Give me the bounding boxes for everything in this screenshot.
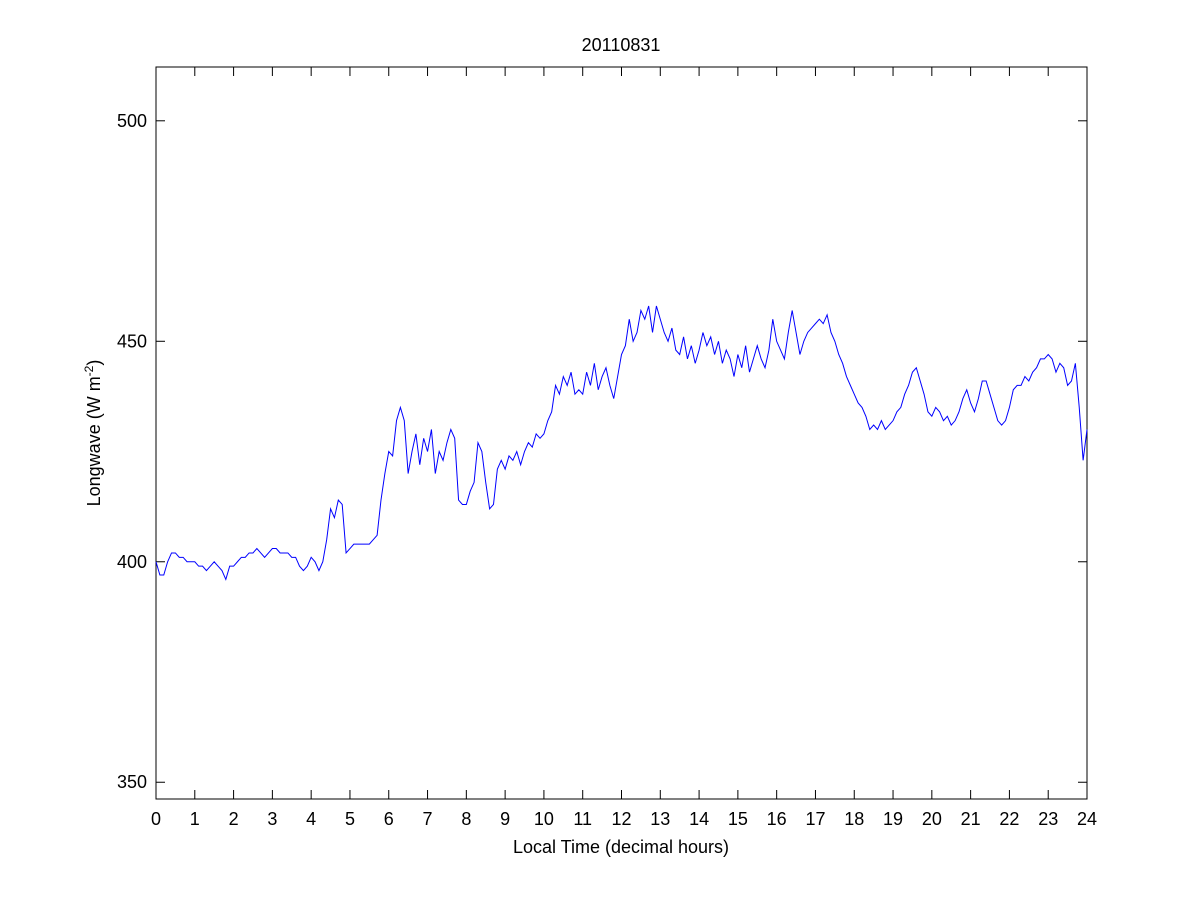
x-tick-label: 21 — [961, 809, 981, 829]
x-tick-label: 11 — [573, 809, 592, 829]
chart-title: 20110831 — [582, 35, 661, 55]
plot-frame — [155, 66, 1088, 800]
x-tick-label: 7 — [423, 809, 433, 829]
x-tick-label: 12 — [611, 809, 631, 829]
x-tick-label: 6 — [384, 809, 394, 829]
x-tick-label: 16 — [767, 809, 787, 829]
x-tick-label: 24 — [1077, 809, 1097, 829]
x-tick-label: 23 — [1038, 809, 1058, 829]
x-tick-label: 4 — [306, 809, 316, 829]
x-axis-label: Local Time (decimal hours) — [513, 837, 729, 857]
data-line — [155, 305, 1088, 581]
y-label-text-end: ) — [84, 360, 104, 366]
x-tick-label: 5 — [345, 809, 355, 829]
y-label-superscript: -2 — [82, 365, 96, 376]
x-tick-label: 9 — [500, 809, 510, 829]
x-tick-label: 0 — [151, 809, 161, 829]
x-tick-label: 2 — [229, 809, 239, 829]
y-tick-label: 500 — [117, 111, 147, 131]
x-tick-label: 3 — [267, 809, 277, 829]
y-tick-label: 350 — [117, 772, 147, 792]
x-tick-label: 1 — [190, 809, 200, 829]
y-tick-label: 450 — [117, 331, 147, 351]
x-tick-label: 13 — [650, 809, 670, 829]
x-tick-label: 15 — [728, 809, 748, 829]
x-tick-label: 14 — [689, 809, 709, 829]
x-tick-label: 19 — [883, 809, 903, 829]
x-tick-label: 18 — [844, 809, 864, 829]
x-tick-label: 10 — [534, 809, 554, 829]
x-tick-label: 8 — [461, 809, 471, 829]
x-tick-label: 17 — [805, 809, 825, 829]
y-label-text: Longwave (W m — [84, 376, 104, 506]
x-tick-label: 22 — [999, 809, 1019, 829]
x-tick-label: 20 — [922, 809, 942, 829]
y-tick-label: 400 — [117, 552, 147, 572]
y-axis-label: Longwave (W m-2) — [82, 360, 104, 507]
